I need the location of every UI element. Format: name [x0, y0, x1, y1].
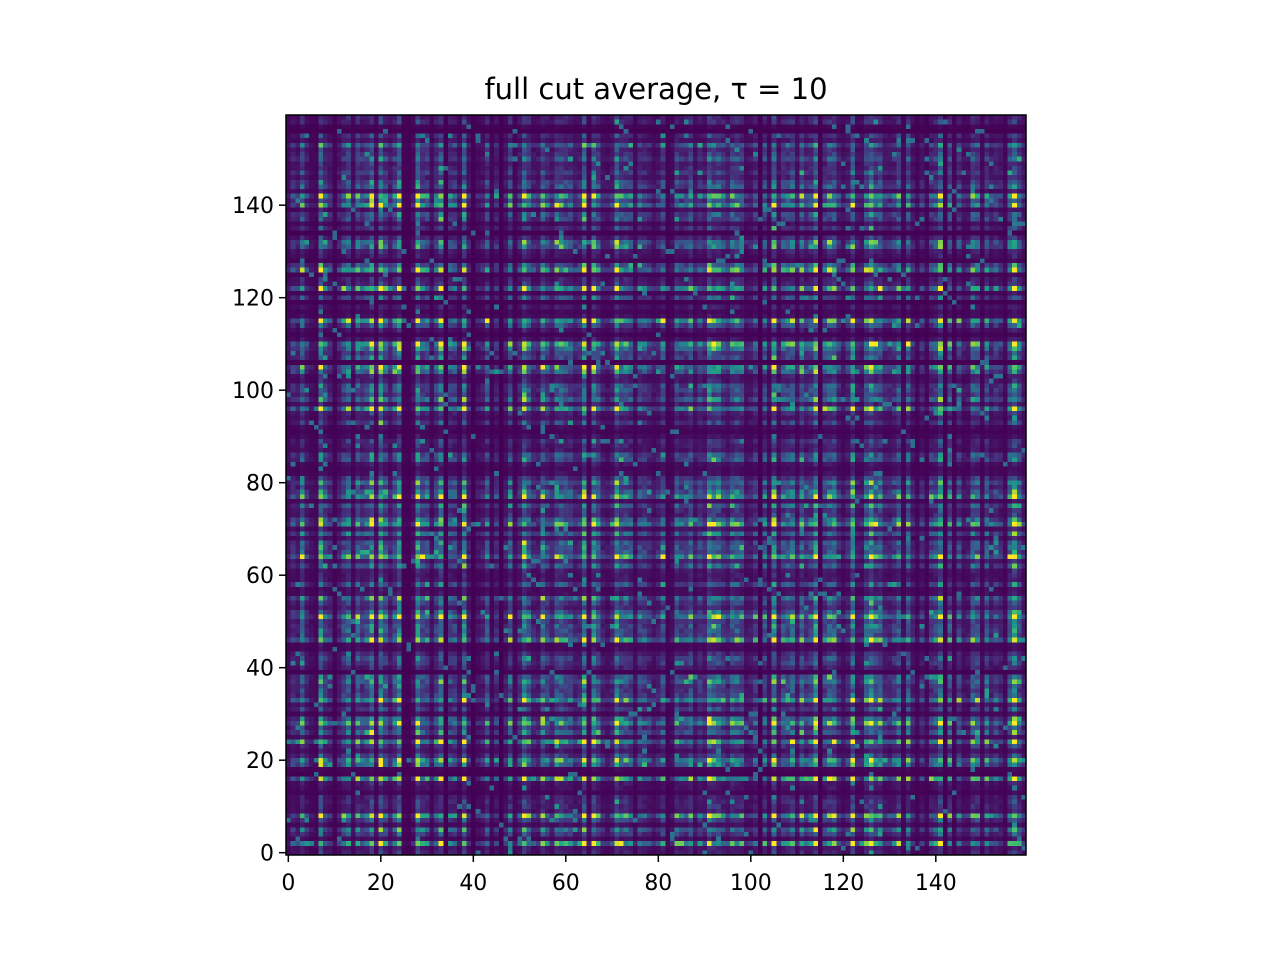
x-tick-label: 20 — [367, 871, 395, 896]
y-tick-label: 120 — [232, 287, 274, 312]
chart-title: full cut average, τ = 10 — [484, 72, 827, 106]
x-tick-label: 120 — [822, 871, 864, 896]
y-tick-label: 80 — [246, 472, 274, 497]
x-tick-label: 0 — [281, 871, 295, 896]
y-axis: 0 20 40 60 80 100 120 140 — [232, 194, 286, 867]
x-tick-label: 40 — [459, 871, 487, 896]
heatmap-cells — [286, 115, 1026, 855]
y-tick-label: 20 — [246, 749, 274, 774]
y-tick-label: 140 — [232, 194, 274, 219]
x-axis: 0 20 40 60 80 100 120 140 — [281, 855, 957, 896]
y-tick-label: 100 — [232, 379, 274, 404]
x-tick-label: 80 — [644, 871, 672, 896]
heatmap-canvas — [286, 115, 1026, 855]
x-tick-label: 100 — [730, 871, 772, 896]
plot-frame — [285, 114, 1027, 856]
x-tick-label: 140 — [915, 871, 957, 896]
y-tick-label: 0 — [260, 842, 274, 867]
plot-area — [285, 114, 1027, 856]
y-tick-label: 60 — [246, 564, 274, 589]
y-tick-label: 40 — [246, 657, 274, 682]
x-tick-label: 60 — [552, 871, 580, 896]
